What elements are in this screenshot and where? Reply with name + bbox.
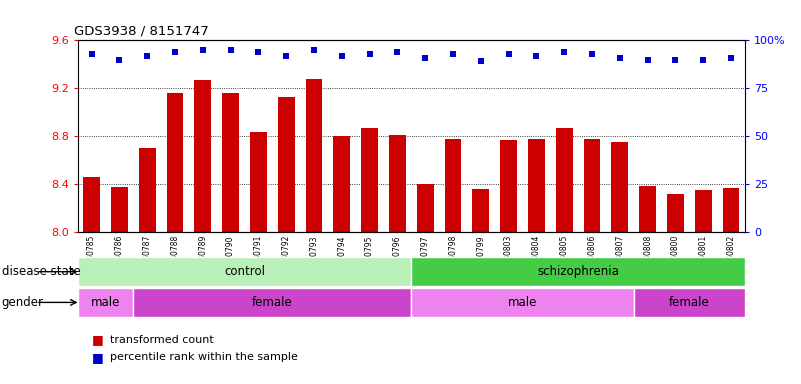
Point: [113, 56, 126, 63]
Text: GSM630807: GSM630807: [615, 235, 624, 281]
Point: [557, 49, 570, 55]
Bar: [167, 93, 183, 232]
Point: [308, 47, 320, 53]
Text: male: male: [91, 296, 120, 309]
Text: ■: ■: [92, 351, 104, 364]
Text: GSM630798: GSM630798: [449, 235, 457, 281]
Bar: [528, 139, 545, 232]
Bar: [361, 128, 378, 232]
Text: schizophrenia: schizophrenia: [537, 265, 619, 278]
Text: GSM630791: GSM630791: [254, 235, 263, 281]
Point: [669, 56, 682, 63]
Point: [336, 53, 348, 59]
Point: [447, 51, 460, 57]
Point: [474, 58, 487, 65]
Bar: [473, 189, 489, 232]
Bar: [584, 139, 601, 232]
Text: GSM630806: GSM630806: [587, 235, 597, 281]
Bar: [501, 140, 517, 232]
Text: gender: gender: [2, 296, 43, 309]
Text: GSM630794: GSM630794: [337, 235, 346, 281]
Text: GSM630790: GSM630790: [226, 235, 235, 281]
Text: GSM630787: GSM630787: [143, 235, 151, 281]
Bar: [111, 187, 127, 232]
Text: GSM630801: GSM630801: [698, 235, 708, 281]
Bar: [723, 188, 739, 232]
Text: GSM630795: GSM630795: [365, 235, 374, 281]
Bar: [611, 142, 628, 232]
Bar: [667, 194, 684, 232]
Bar: [412, 288, 634, 317]
Text: GSM630793: GSM630793: [309, 235, 319, 281]
Text: control: control: [224, 265, 265, 278]
Text: GSM630805: GSM630805: [560, 235, 569, 281]
Text: male: male: [508, 296, 537, 309]
Point: [141, 53, 154, 59]
Text: GSM630785: GSM630785: [87, 235, 96, 281]
Point: [363, 51, 376, 57]
Bar: [195, 80, 211, 232]
Text: percentile rank within the sample: percentile rank within the sample: [110, 352, 298, 362]
Point: [642, 56, 654, 63]
Text: female: female: [252, 296, 292, 309]
Bar: [278, 97, 295, 232]
Point: [419, 55, 432, 61]
Text: GSM630808: GSM630808: [643, 235, 652, 281]
Text: GSM630802: GSM630802: [727, 235, 735, 281]
Text: female: female: [669, 296, 710, 309]
Bar: [306, 79, 322, 232]
Text: GSM630789: GSM630789: [199, 235, 207, 281]
Text: GSM630788: GSM630788: [171, 235, 179, 281]
Point: [85, 51, 98, 57]
Point: [224, 47, 237, 53]
Bar: [78, 257, 412, 286]
Bar: [695, 190, 711, 232]
Text: GSM630800: GSM630800: [671, 235, 680, 281]
Text: GSM630792: GSM630792: [282, 235, 291, 281]
Text: GSM630804: GSM630804: [532, 235, 541, 281]
Point: [196, 47, 209, 53]
Bar: [412, 257, 745, 286]
Point: [586, 51, 598, 57]
Bar: [333, 136, 350, 232]
Text: GSM630797: GSM630797: [421, 235, 429, 281]
Point: [252, 49, 265, 55]
Bar: [417, 184, 433, 232]
Text: GDS3938 / 8151747: GDS3938 / 8151747: [74, 25, 209, 38]
Text: GSM630799: GSM630799: [477, 235, 485, 281]
Point: [168, 49, 181, 55]
Text: ■: ■: [92, 333, 104, 346]
Text: transformed count: transformed count: [110, 335, 214, 345]
Point: [502, 51, 515, 57]
Bar: [250, 131, 267, 232]
Bar: [639, 185, 656, 232]
Bar: [139, 148, 155, 232]
Bar: [78, 288, 133, 317]
Bar: [222, 93, 239, 232]
Point: [725, 55, 738, 61]
Point: [391, 49, 404, 55]
Point: [697, 56, 710, 63]
Bar: [445, 139, 461, 232]
Text: GSM630786: GSM630786: [115, 235, 124, 281]
Point: [614, 55, 626, 61]
Point: [280, 53, 292, 59]
Bar: [389, 135, 406, 232]
Text: disease state: disease state: [2, 265, 80, 278]
Point: [530, 53, 543, 59]
Text: GSM630803: GSM630803: [504, 235, 513, 281]
Text: GSM630796: GSM630796: [393, 235, 402, 281]
Bar: [133, 288, 412, 317]
Bar: [556, 128, 573, 232]
Bar: [83, 177, 100, 232]
Bar: [634, 288, 745, 317]
